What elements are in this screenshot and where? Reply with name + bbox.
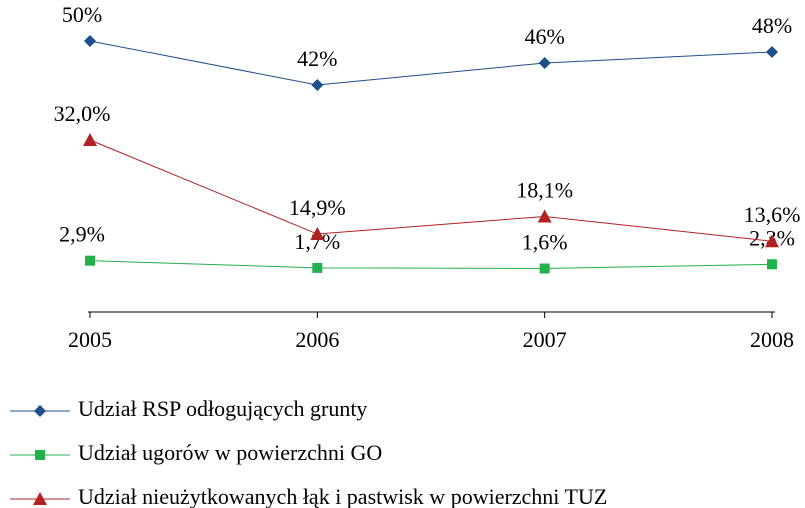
value-label: 42%	[297, 46, 337, 71]
value-label: 48%	[752, 13, 792, 38]
value-label: 46%	[525, 24, 565, 49]
x-tick-label: 2008	[750, 327, 794, 352]
series-line	[89, 40, 773, 86]
value-label: 18,1%	[516, 177, 573, 202]
series-line	[89, 260, 773, 269]
x-tick-label: 2007	[523, 327, 567, 352]
value-label: 14,9%	[289, 195, 346, 220]
marker	[85, 255, 95, 266]
marker	[767, 259, 777, 270]
legend-label: Udział nieużytkowanych łąk i pastwisk w …	[78, 484, 607, 508]
value-label: 2,9%	[59, 222, 105, 247]
marker	[311, 79, 324, 91]
x-tick-label: 2006	[295, 327, 339, 352]
legend-marker	[35, 450, 45, 460]
marker	[84, 35, 96, 47]
value-label: 32,0%	[54, 101, 111, 126]
x-tick-label: 2005	[68, 327, 112, 352]
value-label: 1,6%	[522, 230, 568, 255]
marker	[765, 234, 779, 248]
marker	[766, 46, 778, 58]
marker	[310, 227, 325, 241]
marker	[539, 263, 550, 274]
legend-label: Udział RSP odłogujących grunty	[78, 396, 367, 421]
marker	[312, 262, 323, 273]
value-label: 50%	[62, 2, 102, 27]
value-label: 13,6%	[744, 202, 801, 227]
legend-marker	[33, 492, 47, 505]
legend-marker	[34, 405, 46, 417]
legend-label: Udział ugorów w powierzchni GO	[78, 440, 382, 465]
marker	[83, 133, 97, 146]
marker	[538, 57, 551, 69]
marker	[537, 209, 552, 223]
series-line	[89, 139, 773, 242]
